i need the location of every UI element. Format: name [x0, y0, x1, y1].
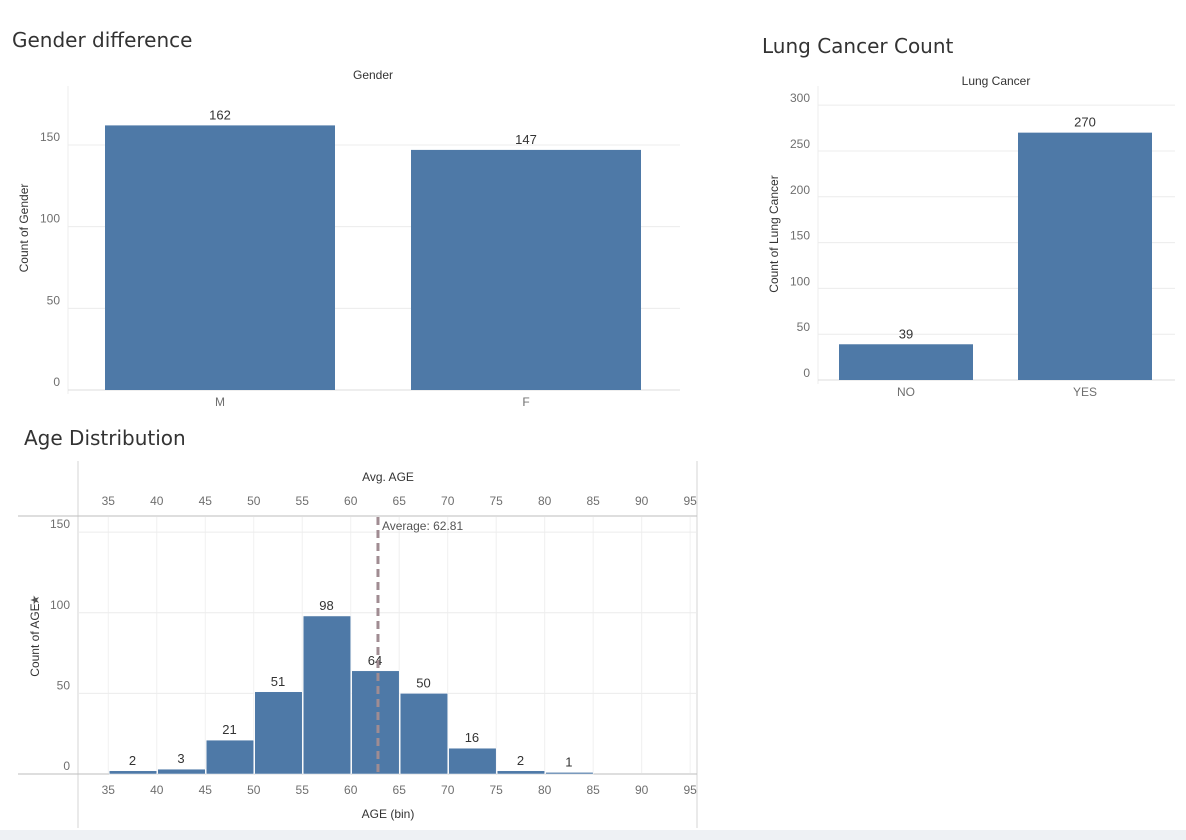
top-x-tick-label: 75: [490, 494, 504, 508]
category-label: YES: [1073, 385, 1097, 399]
chart-header: Lung Cancer: [962, 74, 1031, 88]
y-tick-label: 100: [40, 212, 60, 226]
x-tick-label: 40: [150, 783, 164, 797]
x-tick-label: 35: [102, 783, 116, 797]
top-x-tick-label: 60: [344, 494, 358, 508]
x-tick-label: 65: [393, 783, 407, 797]
bar-m: [105, 125, 335, 391]
bar-yes: [1018, 132, 1152, 380]
y-tick-label: 250: [790, 137, 810, 151]
data-label: 1: [565, 754, 572, 769]
histogram-bar: [545, 772, 594, 775]
histogram-bar: [254, 691, 303, 775]
top-x-tick-label: 80: [538, 494, 552, 508]
y-tick-label: 0: [803, 366, 810, 380]
y-axis-label: Count of Gender: [17, 184, 31, 273]
x-tick-label: 45: [199, 783, 213, 797]
x-tick-label: 85: [586, 783, 600, 797]
data-label: 51: [271, 674, 285, 689]
top-x-tick-label: 35: [102, 494, 116, 508]
top-x-tick-label: 55: [296, 494, 310, 508]
data-label: 98: [319, 598, 333, 613]
bar-f: [411, 149, 641, 390]
pin-icon: ★: [28, 595, 42, 606]
data-label: 50: [416, 675, 430, 690]
x-axis-label: AGE (bin): [362, 807, 415, 821]
y-tick-label: 50: [47, 293, 61, 307]
data-label: 21: [222, 722, 236, 737]
data-label: 39: [899, 326, 913, 341]
top-x-tick-label: 85: [586, 494, 600, 508]
y-tick-label: 150: [790, 229, 810, 243]
data-label: 162: [209, 107, 231, 122]
y-tick-label: 50: [57, 678, 71, 692]
y-tick-label: 50: [797, 320, 811, 334]
average-label: Average: 62.81: [382, 519, 464, 533]
x-tick-label: 60: [344, 783, 358, 797]
histogram-bar: [109, 770, 158, 775]
x-tick-label: 75: [490, 783, 504, 797]
data-label: 2: [129, 753, 136, 768]
category-label: NO: [897, 385, 915, 399]
histogram-bar: [351, 670, 400, 775]
histogram-bar: [302, 615, 351, 775]
footer-strip: [0, 830, 1186, 840]
x-tick-label: 95: [683, 783, 697, 797]
data-label: 2: [517, 753, 524, 768]
y-tick-label: 300: [790, 91, 810, 105]
y-tick-label: 150: [50, 517, 70, 531]
top-x-tick-label: 95: [683, 494, 697, 508]
histogram-bar: [399, 693, 448, 775]
x-tick-label: 70: [441, 783, 455, 797]
age-chart-title: Age Distribution: [24, 426, 186, 450]
data-label: 3: [177, 751, 184, 766]
histogram-bar: [157, 768, 206, 775]
category-label: F: [522, 395, 529, 409]
y-tick-label: 0: [53, 375, 60, 389]
top-x-tick-label: 90: [635, 494, 649, 508]
bar-no: [839, 344, 973, 380]
data-label: 16: [465, 730, 479, 745]
category-label: M: [215, 395, 225, 409]
histogram-bar: [206, 739, 254, 775]
top-x-tick-label: 70: [441, 494, 455, 508]
histogram-bar: [496, 770, 545, 775]
x-tick-label: 50: [247, 783, 261, 797]
x-tick-label: 55: [296, 783, 310, 797]
y-axis-label: Count of AGE: [28, 603, 42, 676]
y-tick-label: 100: [790, 274, 810, 288]
gender-chart-title: Gender difference: [12, 28, 193, 52]
y-tick-label: 200: [790, 183, 810, 197]
top-axis-label: Avg. AGE: [362, 470, 414, 484]
data-label: 147: [515, 132, 537, 147]
top-x-tick-label: 50: [247, 494, 261, 508]
lung-cancer-chart-title: Lung Cancer Count: [762, 34, 954, 58]
top-x-tick-label: 40: [150, 494, 164, 508]
x-tick-label: 90: [635, 783, 649, 797]
data-label: 64: [368, 653, 382, 668]
y-tick-label: 150: [40, 130, 60, 144]
y-axis-label: Count of Lung Cancer: [767, 175, 781, 292]
top-x-tick-label: 45: [199, 494, 213, 508]
y-tick-label: 0: [63, 759, 70, 773]
y-tick-label: 100: [50, 598, 70, 612]
top-x-tick-label: 65: [393, 494, 407, 508]
data-label: 270: [1074, 115, 1096, 130]
histogram-bar: [448, 747, 497, 775]
chart-header: Gender: [353, 68, 393, 82]
x-tick-label: 80: [538, 783, 552, 797]
